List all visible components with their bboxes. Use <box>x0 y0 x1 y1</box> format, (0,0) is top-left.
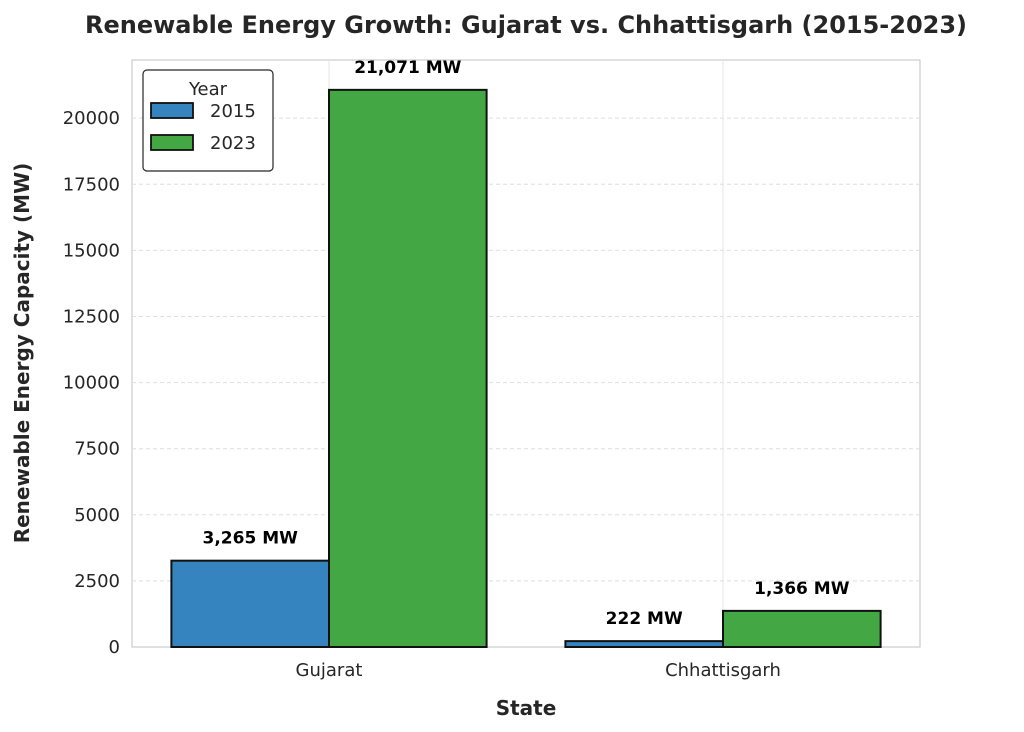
y-tick-label: 7500 <box>74 439 120 460</box>
legend-swatch-2015 <box>150 102 194 119</box>
legend-title: Year <box>188 79 228 100</box>
data-label: 222 MW <box>606 609 683 629</box>
y-tick-label: 20000 <box>63 108 120 129</box>
x-axis-label: State <box>496 696 557 720</box>
legend-swatch-2023 <box>150 134 194 151</box>
y-tick-label: 17500 <box>63 174 120 195</box>
legend-entries: 2015 2023 <box>150 101 256 154</box>
y-axis-ticks: 0 2500 5000 7500 10000 12500 15000 17500 20000 <box>63 108 120 658</box>
data-label: 3,265 MW <box>203 529 299 549</box>
y-tick-label: 15000 <box>63 240 120 261</box>
y-tick-label: 10000 <box>63 373 120 394</box>
data-labels: 3,265 MW 21,071 MW 222 MW 1,366 MW <box>203 58 850 629</box>
bars <box>170 88 882 649</box>
legend-label: 2023 <box>210 133 256 154</box>
bar-chhattisgarh-2023 <box>722 609 882 648</box>
bar-gujarat-2015 <box>170 559 330 649</box>
x-tick-label: Gujarat <box>296 660 363 681</box>
legend: Year 2015 2023 <box>142 69 274 172</box>
y-tick-label: 2500 <box>74 571 120 592</box>
legend-label: 2015 <box>210 101 256 122</box>
y-tick-label: 12500 <box>63 306 120 327</box>
x-axis-ticks: Gujarat Chhattisgarh <box>296 660 781 681</box>
bar-gujarat-2023 <box>328 88 488 648</box>
y-tick-label: 0 <box>109 637 120 658</box>
x-tick-label: Chhattisgarh <box>665 660 781 681</box>
gridlines <box>132 60 920 647</box>
y-tick-label: 5000 <box>74 505 120 526</box>
data-label: 1,366 MW <box>754 579 850 599</box>
chart-title: Renewable Energy Growth: Gujarat vs. Chh… <box>85 11 967 39</box>
data-label: 21,071 MW <box>354 58 461 78</box>
bar-chhattisgarh-2015 <box>564 640 725 649</box>
y-axis-label: Renewable Energy Capacity (MW) <box>10 163 34 544</box>
